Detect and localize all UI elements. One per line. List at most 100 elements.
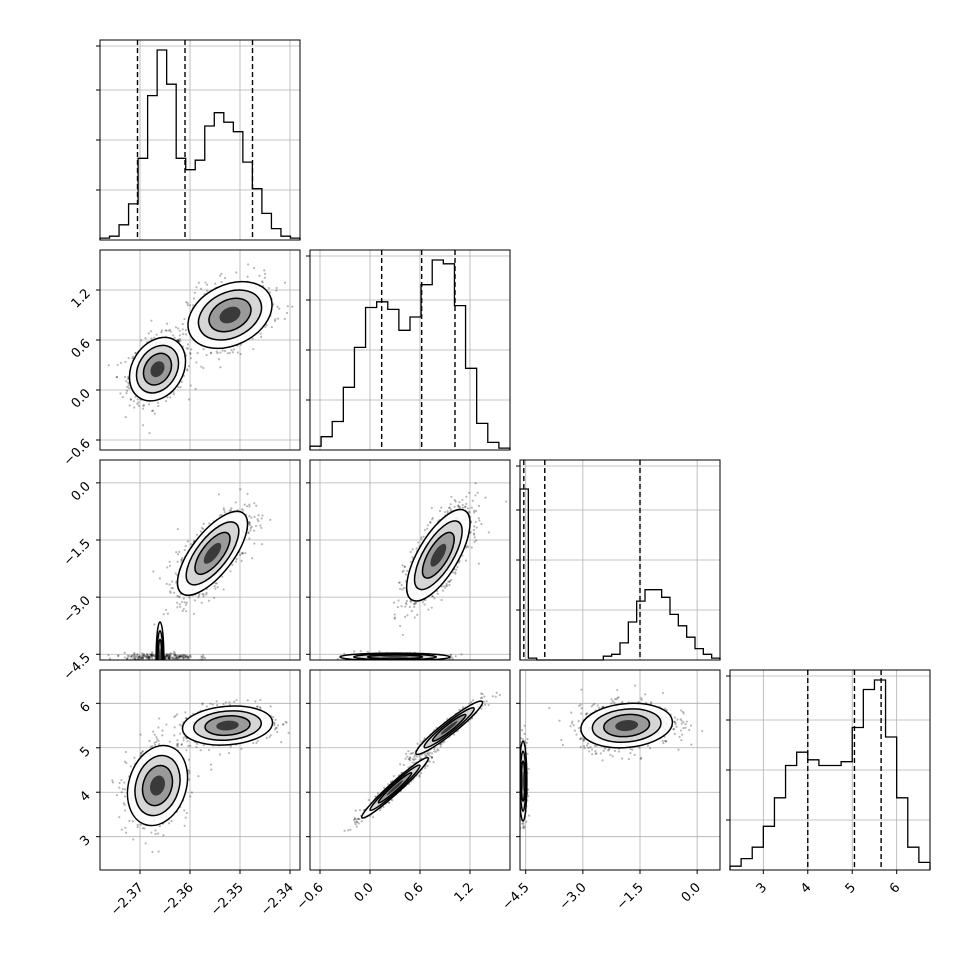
sample-point xyxy=(275,286,278,290)
sample-point xyxy=(464,505,467,508)
sample-point xyxy=(152,655,155,658)
sample-point xyxy=(228,351,231,355)
sample-point xyxy=(169,656,172,659)
histogram-step xyxy=(99,49,301,240)
sample-point xyxy=(454,655,457,658)
sample-point xyxy=(221,349,224,352)
sample-point xyxy=(184,333,188,336)
sample-point xyxy=(184,610,188,613)
sample-point xyxy=(235,271,238,274)
sample-point xyxy=(393,617,396,620)
sample-point xyxy=(256,518,259,521)
sample-point xyxy=(253,542,256,545)
sample-point xyxy=(208,522,211,525)
sample-point xyxy=(466,507,470,510)
sample-point xyxy=(202,366,205,370)
sample-point xyxy=(198,592,201,596)
sample-point xyxy=(127,381,130,384)
sample-point xyxy=(401,588,404,591)
y-tick-label: −1.5 xyxy=(61,536,94,569)
sample-point xyxy=(138,655,141,658)
sample-point xyxy=(275,289,278,292)
sample-point xyxy=(473,540,476,543)
sample-point xyxy=(181,556,184,560)
panel-contents xyxy=(107,263,294,435)
sample-point xyxy=(166,654,169,657)
sample-point xyxy=(453,505,456,509)
sample-point xyxy=(409,550,412,554)
sample-point xyxy=(465,495,468,498)
sample-point xyxy=(205,591,208,594)
sample-point xyxy=(125,389,129,392)
sample-point xyxy=(465,502,468,506)
sample-point xyxy=(139,823,142,826)
sample-point xyxy=(178,329,181,332)
sample-point xyxy=(168,654,171,657)
sample-point xyxy=(480,522,483,526)
sample-point xyxy=(143,654,146,657)
sample-point xyxy=(214,582,217,585)
sample-point xyxy=(150,656,153,659)
sample-point xyxy=(179,655,183,658)
sample-point xyxy=(136,657,139,660)
sample-point xyxy=(168,656,171,660)
sample-point xyxy=(449,503,452,506)
panel-contents xyxy=(336,482,508,660)
sample-point xyxy=(189,795,192,798)
sample-point xyxy=(115,376,118,379)
sample-point xyxy=(169,652,173,655)
sample-point xyxy=(184,656,187,659)
density-contour xyxy=(430,543,447,567)
sample-point xyxy=(260,335,263,339)
sample-point xyxy=(366,650,369,654)
sample-point xyxy=(464,559,468,562)
sample-point xyxy=(251,557,254,560)
sample-point xyxy=(165,322,169,325)
sample-point xyxy=(170,656,174,659)
density-contour xyxy=(381,656,409,658)
sample-point xyxy=(403,615,407,618)
sample-point xyxy=(171,587,174,590)
sample-point xyxy=(165,661,167,663)
sample-point xyxy=(414,602,418,605)
y-tick-label: −3.0 xyxy=(61,593,94,626)
sample-point xyxy=(478,519,481,522)
sample-point xyxy=(200,601,203,604)
sample-point xyxy=(158,577,161,580)
sample-point xyxy=(149,654,153,657)
sample-point xyxy=(217,493,220,496)
sample-point xyxy=(126,656,129,659)
sample-point xyxy=(438,509,442,513)
sample-point xyxy=(170,580,174,583)
sample-point xyxy=(180,560,183,563)
sample-point xyxy=(455,568,458,571)
sample-point xyxy=(201,654,205,657)
sample-point xyxy=(183,548,186,552)
sample-point xyxy=(131,654,134,657)
sample-point xyxy=(450,578,453,581)
sample-point xyxy=(199,530,202,533)
sample-point xyxy=(153,336,156,339)
sample-point xyxy=(194,387,197,391)
sample-point xyxy=(139,733,142,736)
sample-point xyxy=(155,333,158,336)
sample-point xyxy=(190,543,193,546)
sample-point xyxy=(401,633,404,636)
sample-point xyxy=(247,531,250,534)
sample-point xyxy=(127,384,130,387)
sample-point xyxy=(126,657,129,660)
sample-point xyxy=(177,656,180,659)
sample-point xyxy=(408,605,411,609)
sample-point xyxy=(283,281,287,284)
sample-point xyxy=(220,513,223,517)
sample-point xyxy=(167,653,170,656)
sample-point xyxy=(123,651,126,654)
sample-point xyxy=(182,654,186,657)
sample-point xyxy=(449,654,452,657)
sample-point xyxy=(142,404,146,407)
sample-point xyxy=(207,599,211,602)
sample-point xyxy=(405,603,408,606)
sample-point xyxy=(185,301,188,304)
sample-point xyxy=(247,522,251,526)
sample-point xyxy=(181,653,184,656)
